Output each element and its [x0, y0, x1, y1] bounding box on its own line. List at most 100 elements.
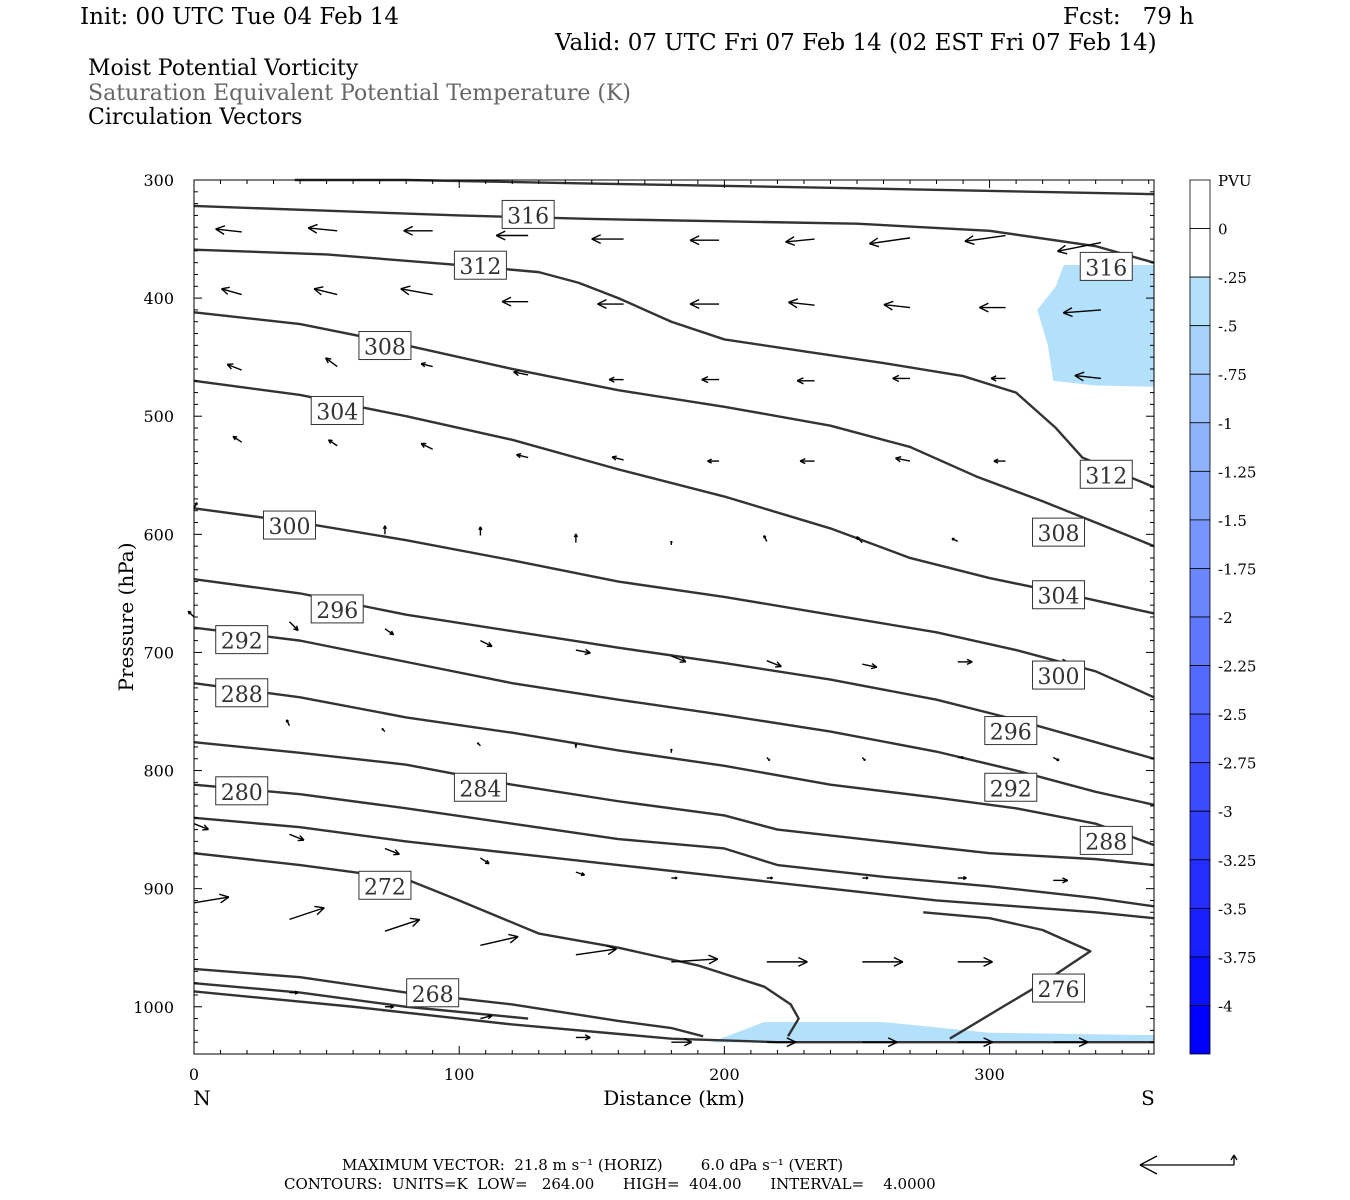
contour-label-text: 312 — [1085, 464, 1127, 489]
x-tick-label: 200 — [709, 1065, 740, 1084]
circulation-vector — [327, 439, 338, 447]
contour-276-11 — [193, 816, 1155, 920]
colorbar-swatch — [1189, 1005, 1211, 1055]
colorbar-swatch — [1189, 325, 1211, 375]
max-vector-note: MAXIMUM VECTOR: 21.8 m s⁻¹ (HORIZ) 6.0 d… — [342, 1156, 844, 1174]
circulation-vector — [324, 357, 338, 368]
init-time: Init: 00 UTC Tue 04 Feb 14 — [80, 4, 400, 30]
colorbar-level-label: -1 — [1218, 415, 1233, 433]
contour-label: 288 — [215, 678, 269, 708]
y-tick-label: 400 — [143, 289, 174, 308]
field-title-mpv: Moist Potential Vorticity — [88, 56, 359, 81]
circulation-vector — [892, 374, 911, 383]
contour-label: 280 — [215, 776, 269, 806]
circulation-vector — [766, 757, 771, 762]
circulation-vector — [990, 375, 1006, 382]
contour-label-text: 284 — [459, 777, 501, 802]
colorbar-level-label: -2.75 — [1218, 755, 1256, 773]
circulation-vector — [574, 744, 578, 749]
x-tick-label: 0 — [189, 1065, 199, 1084]
contour-292-7 — [193, 626, 1155, 806]
x-tick-label: 300 — [974, 1065, 1005, 1084]
contour-276-13 — [923, 911, 1092, 1040]
circulation-vector — [957, 956, 993, 967]
contour-label-text: 300 — [268, 515, 310, 540]
mpv-region-0 — [1037, 265, 1154, 387]
circulation-vector — [862, 663, 878, 670]
contour-label: 268 — [406, 978, 460, 1008]
contour-label: 296 — [984, 716, 1038, 746]
circulation-vector — [869, 237, 911, 248]
x-axis-label: Distance (km) — [603, 1086, 745, 1110]
circulation-vector — [591, 234, 624, 245]
y-tick-label: 300 — [143, 171, 174, 190]
circulation-vector — [766, 876, 773, 880]
circulation-vector — [799, 457, 815, 465]
colorbar-level-label: -3.25 — [1218, 852, 1256, 870]
contour-label-text: 304 — [1038, 585, 1080, 610]
circulation-vector — [701, 375, 720, 384]
circulation-vector — [193, 823, 210, 831]
colorbar-level-label: -2.5 — [1218, 706, 1247, 724]
circulation-vector — [763, 535, 768, 542]
contour-label: 296 — [310, 594, 364, 624]
colorbar-level-label: -3 — [1218, 803, 1233, 821]
colorbar-level-label: -.75 — [1218, 366, 1247, 384]
circulation-vector — [478, 526, 483, 536]
colorbar-swatch — [1189, 956, 1211, 1006]
circulation-vector — [957, 1037, 993, 1048]
circulation-vector — [766, 1037, 797, 1048]
circulation-vector — [862, 876, 869, 880]
circulation-vector — [957, 755, 964, 760]
circulation-vector — [313, 286, 338, 296]
circulation-vector — [611, 455, 624, 461]
circulation-vector — [957, 875, 967, 881]
circulation-vector — [671, 655, 687, 663]
contour-label: 288 — [1079, 825, 1133, 855]
circulation-vector — [862, 956, 904, 967]
circulation-vector — [289, 905, 325, 921]
y-tick-label: 600 — [143, 525, 174, 544]
circulation-vector — [993, 458, 1006, 464]
mpv-fill-layer — [711, 265, 1154, 1043]
circulation-vector — [785, 236, 815, 247]
circulation-vector — [289, 833, 305, 842]
colorbar-level-label: -.25 — [1218, 269, 1247, 287]
colorbar-swatch — [1189, 713, 1211, 764]
contour-label: 308 — [358, 331, 412, 361]
circulation-vector — [597, 299, 624, 309]
circulation-vector — [381, 728, 386, 733]
circulation-vector — [187, 610, 195, 618]
y-tick-label: 500 — [143, 407, 174, 426]
circulation-vector — [480, 857, 490, 865]
x-tick-label: 100 — [444, 1065, 475, 1084]
circulation-vector — [1062, 307, 1102, 318]
circulation-vector — [575, 945, 617, 956]
colorbar-level-label: -.5 — [1218, 318, 1237, 336]
circulation-vector — [289, 990, 299, 995]
circulation-vector — [766, 956, 808, 967]
circulation-vector — [788, 298, 815, 309]
contour-label-text: 308 — [364, 336, 406, 361]
colorbar-swatch — [1189, 616, 1211, 666]
contour-label: 292 — [215, 625, 269, 655]
contour-label-text: 296 — [990, 721, 1032, 746]
circulation-vector — [420, 362, 433, 368]
colorbar-swatch — [1189, 228, 1211, 278]
contour-label-text: 300 — [1038, 665, 1080, 690]
contour-304-4 — [193, 379, 1155, 615]
circulation-vector — [608, 376, 624, 383]
circulation-vector — [689, 235, 720, 246]
colorbar-swatch — [1189, 422, 1211, 472]
colorbar-level-label: -1.5 — [1218, 512, 1247, 530]
circulation-vector — [883, 300, 911, 311]
colorbar-level-label: -3.5 — [1218, 900, 1247, 918]
circulation-vector — [979, 302, 1006, 313]
circulation-vector — [670, 540, 673, 545]
circulation-vector — [689, 299, 720, 309]
contour-264-15 — [193, 981, 529, 1020]
colorbar-level-label: -1.75 — [1218, 560, 1256, 578]
circulation-vector — [573, 533, 579, 543]
contour-label: 284 — [453, 772, 507, 802]
y-tick-label: 800 — [143, 762, 174, 781]
